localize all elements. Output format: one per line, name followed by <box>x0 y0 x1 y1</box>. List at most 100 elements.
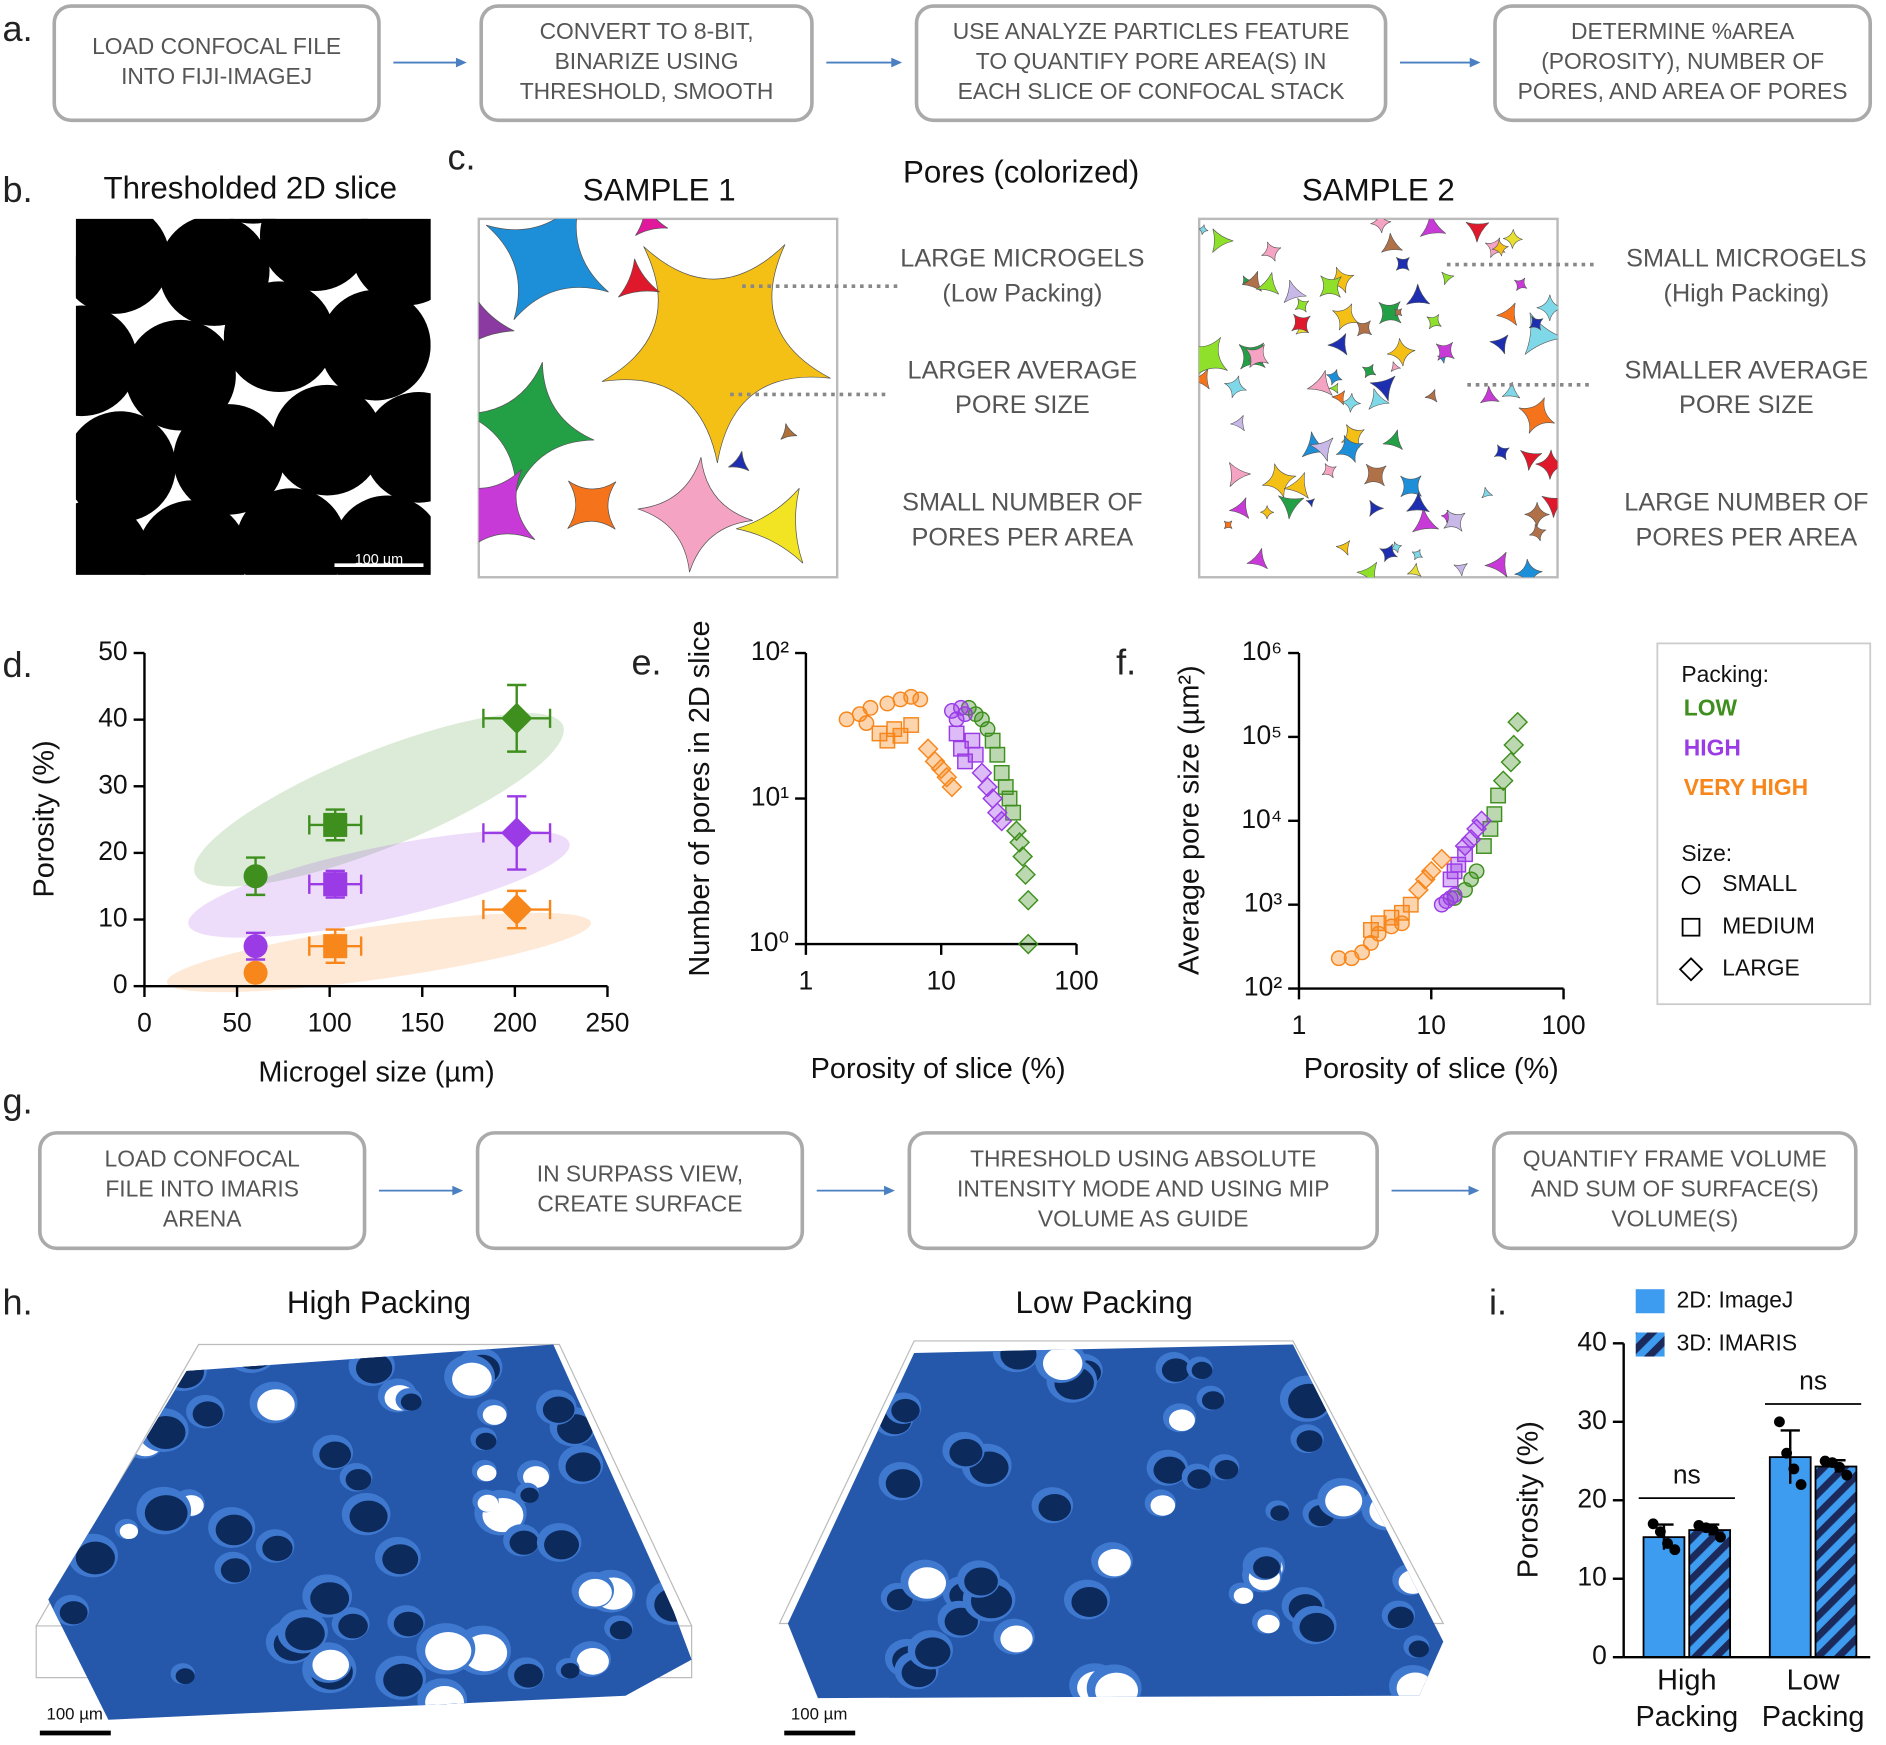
pore-hole <box>1402 1505 1430 1529</box>
pore <box>1400 475 1422 497</box>
workflow-step <box>1493 4 1873 123</box>
pore-hole <box>231 1344 275 1370</box>
pore-hole <box>1396 1672 1434 1699</box>
pore-hole <box>509 1530 539 1555</box>
y-tick-label: 40 <box>1577 1326 1606 1356</box>
pore-hole <box>1253 1556 1281 1579</box>
pore <box>637 457 753 573</box>
pore <box>1535 449 1558 480</box>
x-tick-label: 10 <box>1417 1010 1446 1040</box>
step-text: VOLUME(S) <box>1611 1206 1738 1232</box>
microgel <box>230 218 276 224</box>
y-tick-label: 0 <box>1592 1640 1607 1670</box>
pore <box>1245 344 1269 368</box>
step-text: PORES, AND AREA OF PORES <box>1518 78 1848 104</box>
pore-hole <box>382 1544 419 1575</box>
pore-hole <box>312 1649 350 1681</box>
step-text: LOAD CONFOCAL <box>105 1146 300 1172</box>
pore-hole <box>383 1663 423 1697</box>
pore-hole <box>576 1647 609 1675</box>
pore <box>1327 333 1348 356</box>
pore-hole <box>349 1500 388 1533</box>
marker <box>1009 831 1031 853</box>
marker <box>1507 711 1529 733</box>
step-text: CONVERT TO 8-BIT, <box>540 18 754 44</box>
data-point <box>1707 1524 1719 1536</box>
marker <box>1471 810 1492 832</box>
x-tick-label: 250 <box>585 1008 629 1038</box>
microgel <box>271 384 383 496</box>
illustrations <box>35 217 1872 1736</box>
marker <box>858 715 875 732</box>
data-point <box>1669 1544 1681 1556</box>
pore-hole <box>520 1487 539 1503</box>
y-tick-label: 40 <box>98 703 127 733</box>
pore <box>736 488 804 564</box>
pore-hole <box>1288 1383 1330 1419</box>
y-tick-label: 0 <box>113 969 128 999</box>
pore <box>1501 381 1521 399</box>
data-point <box>1647 1518 1659 1530</box>
marker <box>323 872 348 897</box>
pore-hole <box>578 1578 612 1607</box>
pore <box>1283 472 1309 499</box>
pore-hole <box>165 1355 205 1389</box>
pore-hole <box>1361 1485 1413 1531</box>
pore-hole <box>59 1601 88 1625</box>
marker <box>1460 828 1482 850</box>
annotation: (Low Packing) <box>942 279 1102 307</box>
significance-label: ns <box>1673 1459 1701 1489</box>
pore <box>1496 302 1517 326</box>
marker <box>1431 848 1453 870</box>
x-tick-label: 1 <box>799 966 814 996</box>
marker <box>838 711 855 728</box>
bar <box>1814 1465 1858 1659</box>
marker <box>986 802 1008 824</box>
marker <box>924 750 946 772</box>
microgel <box>75 500 150 575</box>
pore-hole <box>1098 1549 1131 1577</box>
y-tick-label: 20 <box>98 836 127 866</box>
pore-hole <box>425 1686 465 1719</box>
pore <box>1283 279 1307 303</box>
pore <box>1335 540 1351 556</box>
pore-hole <box>1000 1625 1033 1653</box>
microgel <box>235 488 347 575</box>
pore-hole <box>805 1379 826 1396</box>
y-axis-label: Porosity (%) <box>1513 1421 1545 1578</box>
annotation: LARGE NUMBER OF <box>1624 489 1868 517</box>
marker <box>1420 860 1442 882</box>
marker <box>1012 846 1034 867</box>
annotation: SMALLER AVERAGE <box>1624 356 1868 384</box>
pore-hole <box>1153 1456 1186 1484</box>
marker <box>967 706 984 723</box>
data-point <box>1715 1531 1726 1543</box>
pore <box>1199 337 1228 374</box>
y-tick-label: 20 <box>1577 1483 1606 1513</box>
x-axis-label: Porosity of slice (%) <box>811 1053 1066 1085</box>
pore-hole <box>1233 1587 1254 1604</box>
pore <box>1441 271 1455 286</box>
step-text: INTO FIJI-IMAGEJ <box>121 63 312 89</box>
legend-title: Size: <box>1681 840 1732 866</box>
render-title: Low Packing <box>1016 1285 1193 1320</box>
pore-hole <box>62 1462 97 1492</box>
pore-hole <box>475 1432 497 1450</box>
pore-hole <box>800 1374 826 1397</box>
pore-hole <box>355 1353 393 1384</box>
bar <box>1642 1536 1686 1659</box>
workflow-step <box>907 1131 1379 1251</box>
step-text: THRESHOLD USING ABSOLUTE <box>970 1146 1316 1172</box>
microgel <box>75 256 80 297</box>
pore <box>1484 551 1508 578</box>
pore-hole <box>885 1469 921 1498</box>
pore-hole <box>1191 1361 1213 1380</box>
pore-hole <box>1398 1570 1428 1594</box>
pore <box>1256 272 1280 295</box>
y-tick-label: 10 <box>98 903 127 933</box>
pore <box>1528 316 1544 331</box>
pore-hole <box>345 1468 372 1491</box>
pore <box>1536 294 1558 321</box>
pore-hole <box>1270 1505 1289 1521</box>
pore <box>485 218 609 321</box>
